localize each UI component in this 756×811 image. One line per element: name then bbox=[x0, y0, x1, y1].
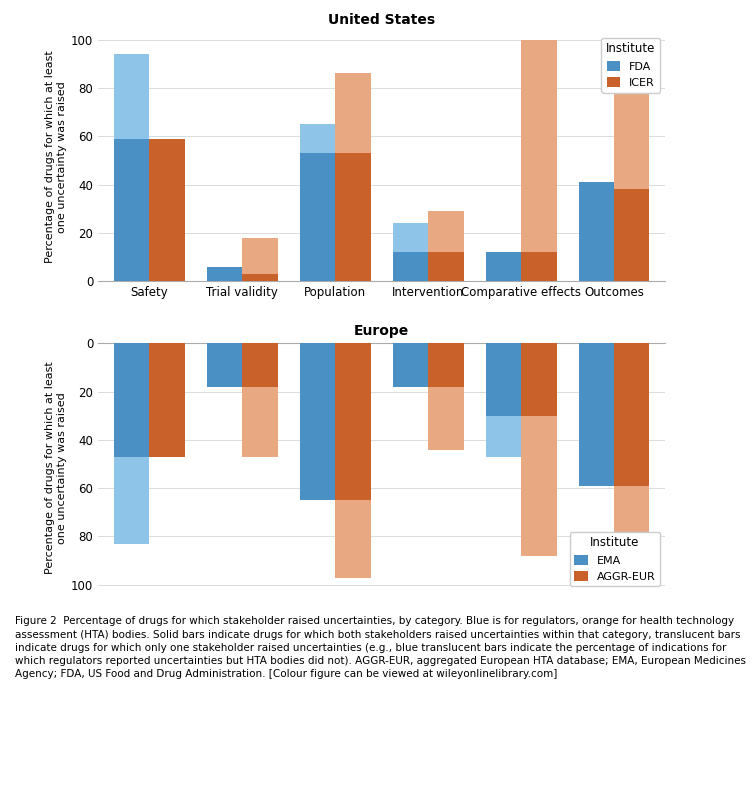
Bar bbox=[521, 343, 556, 556]
Bar bbox=[336, 343, 370, 500]
Bar bbox=[428, 252, 463, 281]
Bar bbox=[300, 153, 336, 281]
Bar bbox=[114, 343, 150, 457]
Bar bbox=[243, 343, 277, 457]
Bar bbox=[393, 252, 428, 281]
Bar bbox=[579, 343, 614, 486]
Y-axis label: Percentage of drugs for which at least
one uncertainty was raised: Percentage of drugs for which at least o… bbox=[45, 50, 67, 263]
Bar bbox=[614, 343, 649, 486]
Bar bbox=[150, 343, 184, 457]
Bar bbox=[579, 182, 614, 281]
Bar bbox=[243, 343, 277, 387]
Bar bbox=[114, 343, 150, 543]
Legend: EMA, AGGR-EUR: EMA, AGGR-EUR bbox=[570, 532, 660, 586]
Bar bbox=[150, 139, 184, 281]
Title: United States: United States bbox=[328, 13, 435, 27]
Text: Figure 2  Percentage of drugs for which stakeholder raised uncertainties, by cat: Figure 2 Percentage of drugs for which s… bbox=[15, 616, 746, 679]
Bar bbox=[486, 343, 521, 416]
Bar bbox=[150, 139, 184, 281]
Bar bbox=[614, 343, 649, 556]
Bar bbox=[393, 343, 428, 387]
Bar bbox=[300, 343, 336, 500]
Bar bbox=[393, 343, 428, 387]
Bar bbox=[114, 54, 150, 281]
Bar bbox=[393, 223, 428, 281]
Bar bbox=[300, 343, 336, 500]
Bar bbox=[579, 343, 614, 486]
Bar bbox=[243, 238, 277, 281]
Bar bbox=[207, 267, 243, 281]
Bar bbox=[521, 40, 556, 281]
Bar bbox=[207, 343, 243, 387]
Bar bbox=[150, 343, 184, 457]
Bar bbox=[300, 124, 336, 281]
Bar bbox=[207, 267, 243, 281]
Bar bbox=[579, 182, 614, 281]
Bar bbox=[114, 139, 150, 281]
Bar bbox=[486, 252, 521, 281]
Bar bbox=[521, 343, 556, 416]
Bar bbox=[428, 343, 463, 387]
Bar bbox=[207, 343, 243, 387]
Bar bbox=[486, 252, 521, 281]
Bar bbox=[614, 81, 649, 281]
Bar bbox=[336, 153, 370, 281]
Legend: FDA, ICER: FDA, ICER bbox=[602, 38, 660, 92]
Bar bbox=[243, 274, 277, 281]
Bar bbox=[614, 190, 649, 281]
Title: Europe: Europe bbox=[354, 324, 410, 338]
Bar bbox=[486, 343, 521, 457]
Bar bbox=[336, 74, 370, 281]
Y-axis label: Percentage of drugs for which at least
one uncertainty was raised: Percentage of drugs for which at least o… bbox=[45, 362, 67, 574]
Bar bbox=[428, 211, 463, 281]
Bar bbox=[428, 343, 463, 449]
Bar bbox=[521, 252, 556, 281]
Bar bbox=[336, 343, 370, 577]
